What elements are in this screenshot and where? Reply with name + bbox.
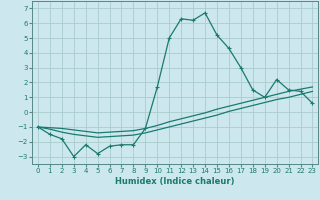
X-axis label: Humidex (Indice chaleur): Humidex (Indice chaleur) [116, 177, 235, 186]
